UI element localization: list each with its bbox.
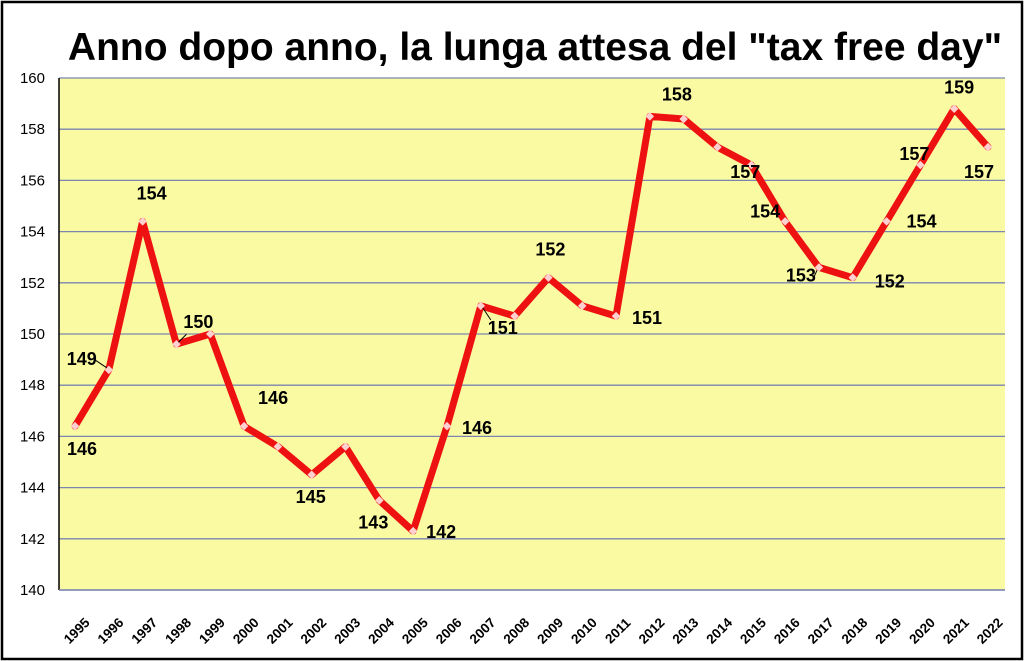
data-label: 154 [907, 211, 937, 231]
label-leader-line [812, 270, 818, 280]
data-point [577, 301, 587, 311]
data-label: 157 [730, 162, 760, 182]
label-leader-line [178, 333, 187, 343]
y-tick-label: 144 [20, 480, 45, 497]
data-point [307, 470, 316, 480]
data-point [70, 421, 80, 431]
label-leader-line [482, 307, 492, 321]
data-label: 152 [875, 272, 905, 292]
data-label: 146 [67, 439, 97, 459]
data-label: 143 [358, 512, 388, 532]
data-point [206, 329, 215, 339]
data-label: 145 [296, 487, 326, 507]
data-label: 158 [662, 84, 692, 104]
data-label: 146 [462, 418, 492, 438]
y-tick-label: 152 [20, 275, 45, 292]
y-tick-label: 154 [20, 224, 45, 241]
label-leader-line [94, 359, 108, 369]
data-labels: 146 149 154 150 146 145 143 142 146 151 152 151 158 1… [67, 78, 994, 542]
y-tick-label: 156 [20, 172, 45, 189]
y-tick-label: 142 [20, 531, 45, 548]
data-label: 157 [964, 162, 994, 182]
data-label: 142 [426, 522, 456, 542]
y-tick-label: 160 [20, 70, 45, 87]
data-label: 151 [488, 318, 518, 338]
data-label: 149 [67, 349, 97, 369]
data-point [611, 311, 621, 321]
gridlines [58, 77, 1005, 591]
data-point [442, 421, 452, 431]
data-point [138, 217, 147, 226]
data-label: 154 [137, 183, 167, 203]
data-point [273, 442, 283, 451]
chart-title: Anno dopo anno, la lunga attesa del "tax… [68, 26, 1002, 69]
data-point [544, 273, 553, 282]
data-point [341, 442, 350, 451]
data-label: 146 [258, 388, 288, 408]
data-point [510, 311, 519, 321]
series-line [70, 104, 993, 536]
y-tick-label: 146 [20, 428, 45, 445]
data-label: 151 [632, 308, 662, 328]
data-point [408, 526, 418, 536]
y-tick-label: 150 [20, 326, 45, 343]
data-point [848, 273, 857, 282]
y-tick-label: 148 [20, 377, 45, 394]
y-tick-label: 140 [20, 582, 45, 599]
series-polyline [71, 105, 992, 535]
data-label: 157 [899, 144, 929, 164]
data-label: 159 [944, 78, 974, 98]
data-label: 150 [183, 312, 213, 332]
data-label: 154 [750, 201, 780, 221]
data-label: 153 [786, 265, 816, 285]
data-label: 152 [535, 240, 565, 260]
y-axis-ticks: 140 142 144 146 148 150 152 154 156 158 160 [20, 70, 45, 599]
y-tick-label: 158 [20, 121, 45, 138]
data-point [375, 496, 384, 505]
data-point [814, 263, 824, 272]
data-point [239, 421, 249, 431]
